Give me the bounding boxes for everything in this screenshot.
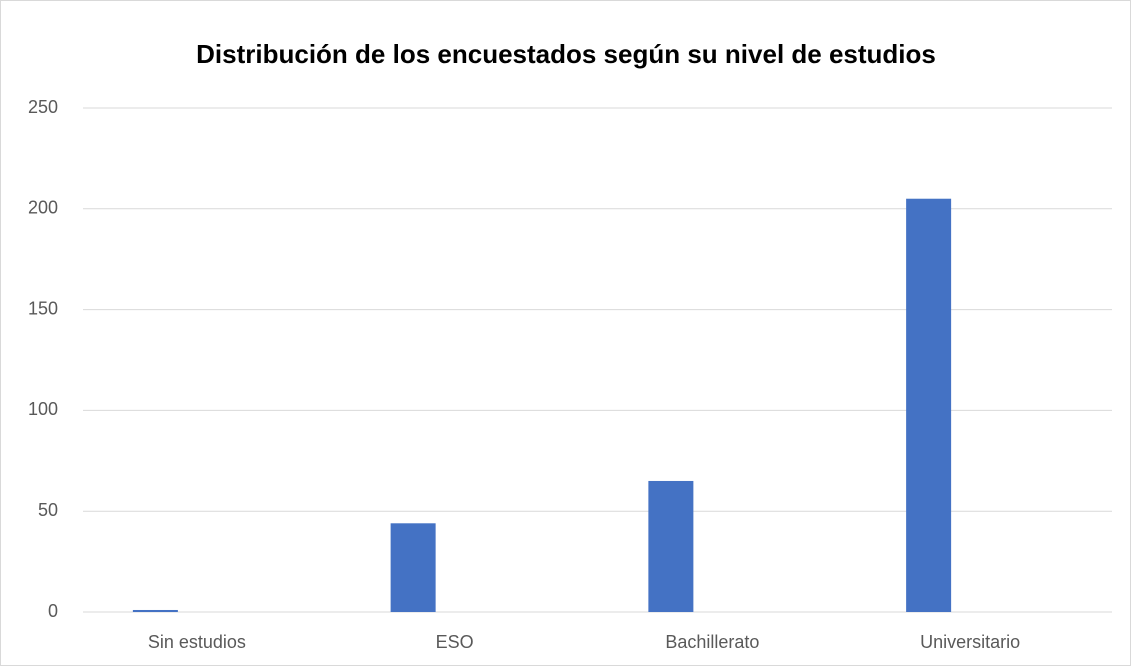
y-tick-label: 200 — [28, 198, 58, 218]
bar — [648, 480, 694, 612]
bar — [390, 523, 436, 612]
x-tick-label: Universitario — [920, 632, 1020, 652]
y-tick-label: 150 — [28, 298, 58, 318]
x-tick-label: Sin estudios — [148, 632, 246, 652]
y-tick-label: 50 — [38, 500, 58, 520]
x-tick-label: ESO — [436, 632, 474, 652]
y-tick-label: 100 — [28, 399, 58, 419]
y-tick-label: 0 — [48, 601, 58, 621]
y-tick-label: 250 — [28, 97, 58, 117]
chart-title: Distribución de los encuestados según su… — [196, 39, 936, 69]
bar — [132, 609, 178, 612]
bar — [906, 198, 952, 612]
x-tick-label: Bachillerato — [665, 632, 759, 652]
